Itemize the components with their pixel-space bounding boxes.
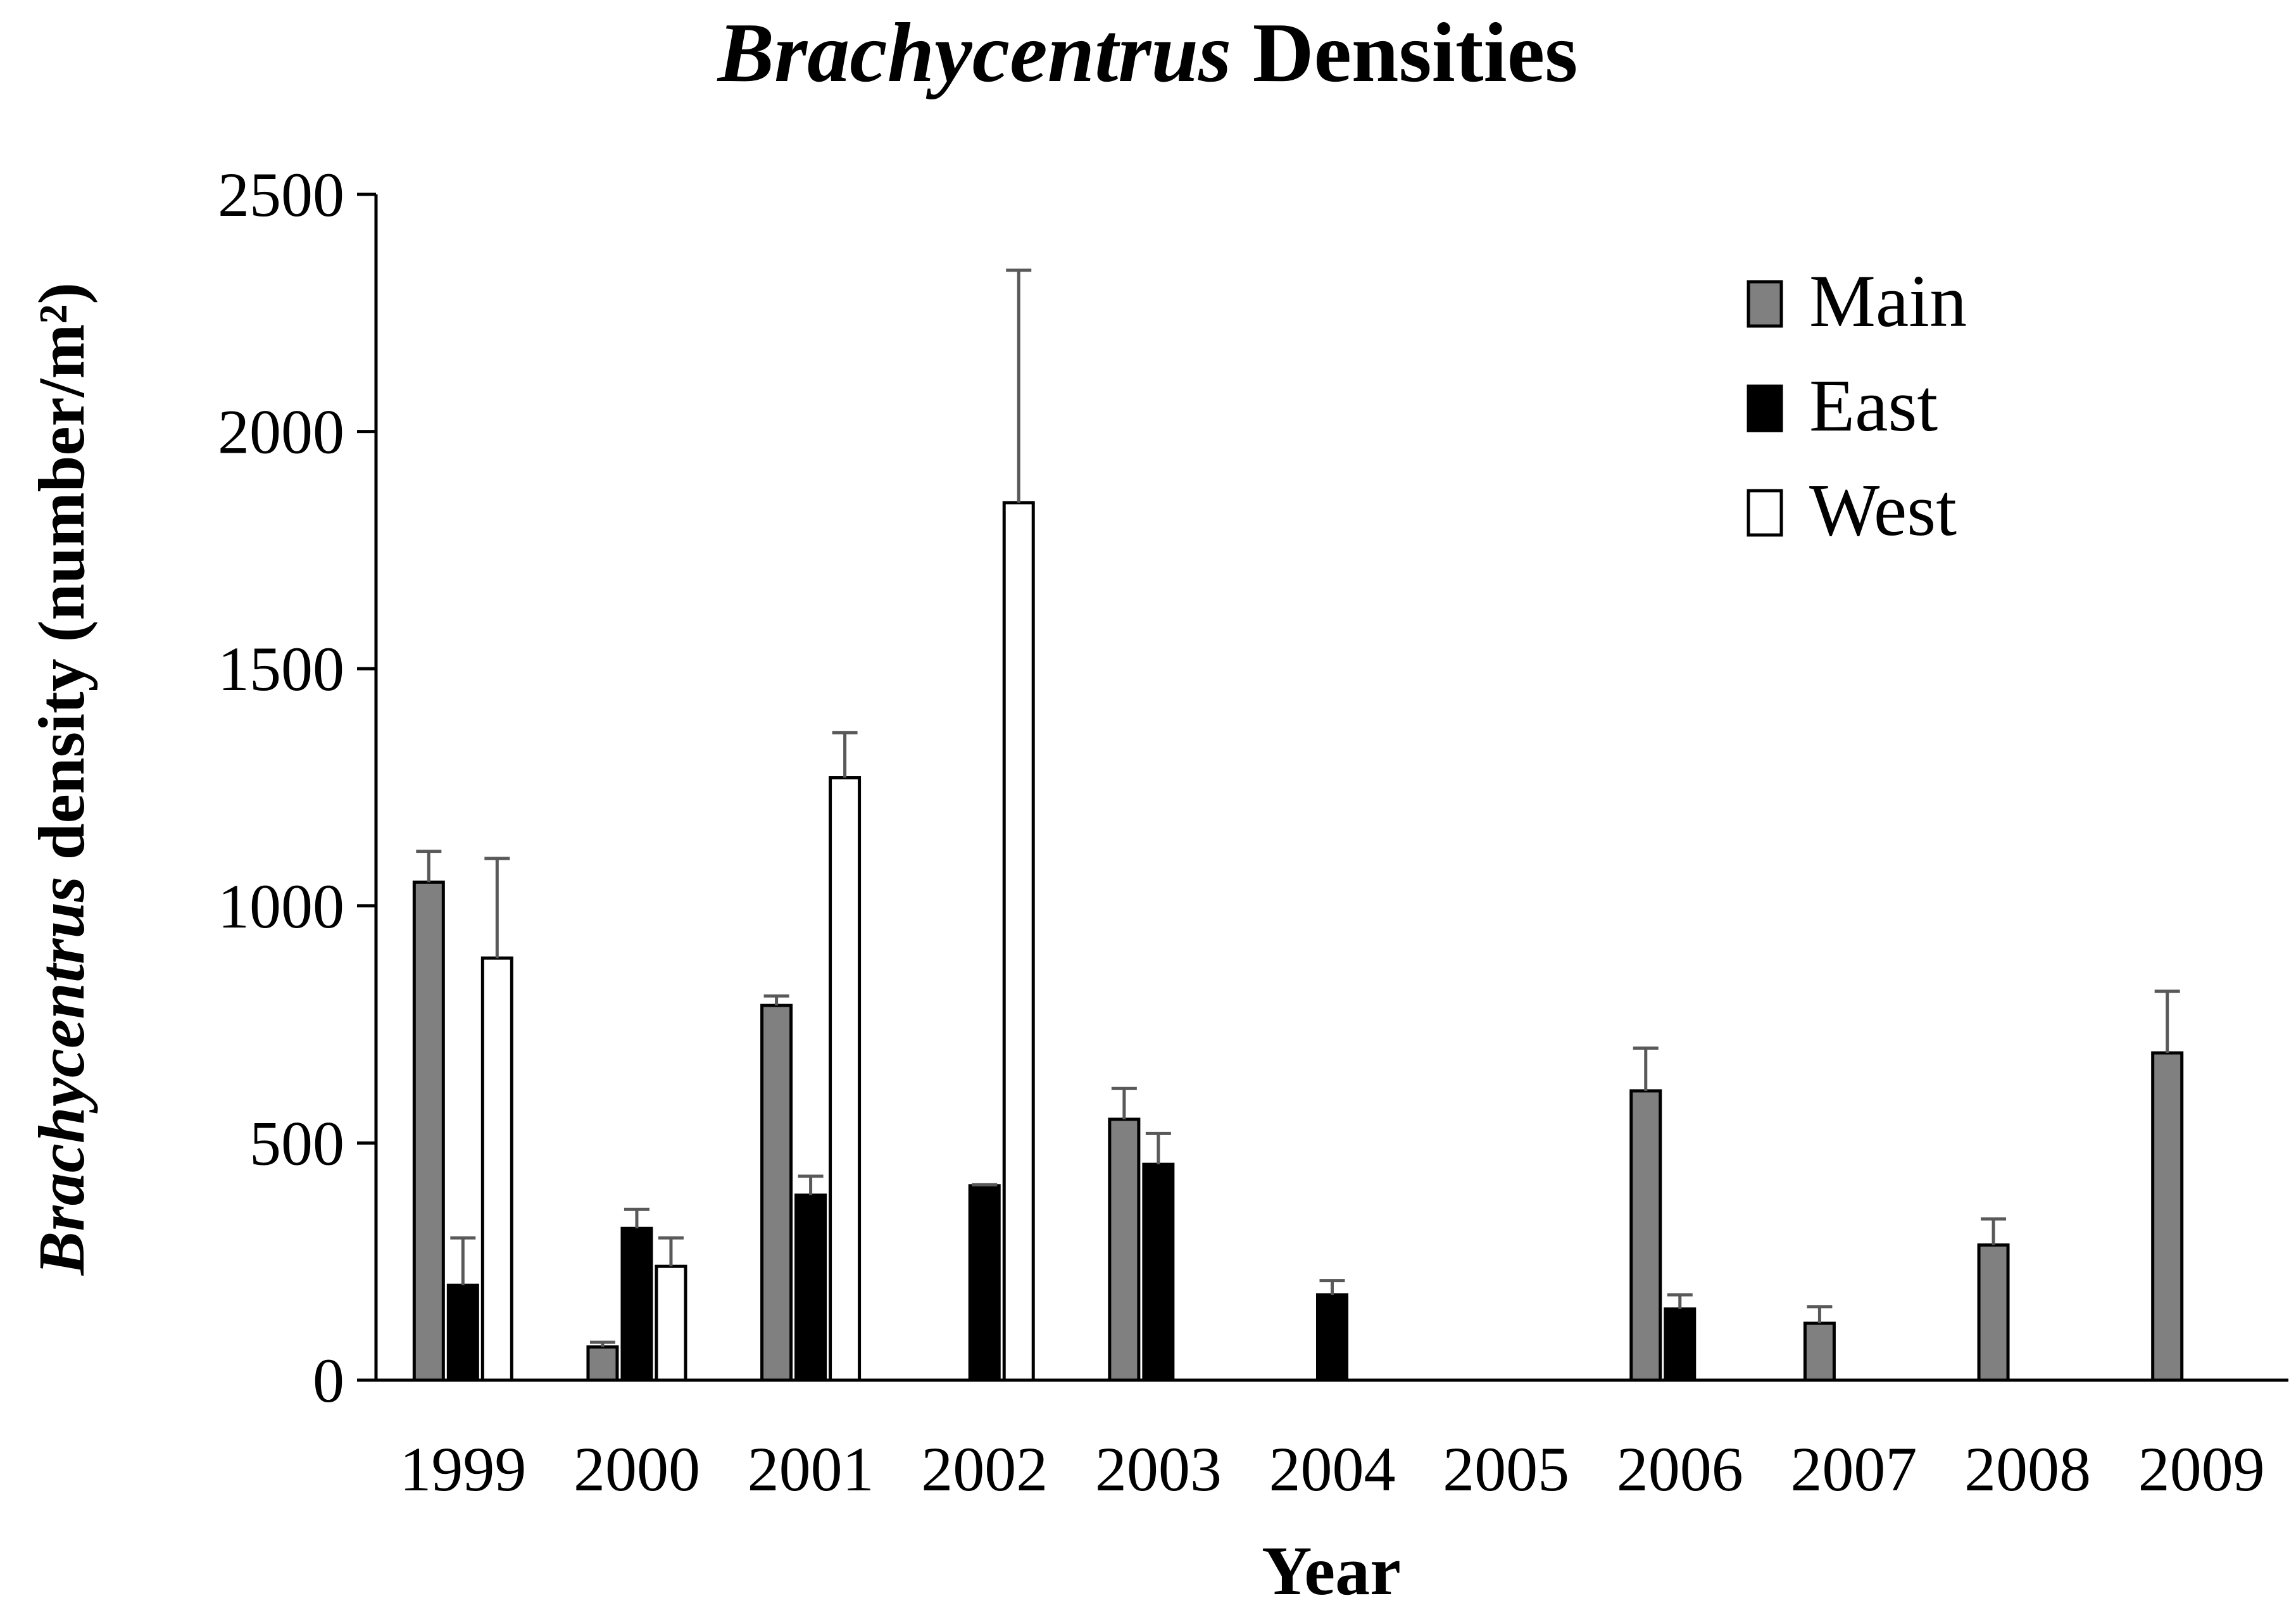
y-tick-label: 2000 bbox=[218, 397, 344, 467]
x-tick-label: 1999 bbox=[399, 1434, 526, 1504]
bar-main bbox=[1977, 1243, 2010, 1382]
bar-main bbox=[412, 880, 445, 1382]
y-axis-label: Brachycentrus density (number/m²) bbox=[25, 282, 98, 1276]
x-tick-label: 2001 bbox=[748, 1434, 874, 1504]
x-tick-label: 2006 bbox=[1617, 1434, 1743, 1504]
legend-swatch-east bbox=[1747, 384, 1783, 432]
legend-label-west: West bbox=[1809, 469, 1957, 551]
y-tick-label: 0 bbox=[313, 1345, 344, 1416]
legend-swatch-main bbox=[1747, 280, 1783, 328]
bar-main bbox=[2151, 1051, 2184, 1382]
bar-west bbox=[655, 1264, 687, 1382]
bar-main bbox=[1108, 1117, 1141, 1382]
legend-label-east: East bbox=[1809, 364, 1938, 447]
x-axis-label: Year bbox=[1262, 1532, 1401, 1609]
x-tick-label: 2002 bbox=[921, 1434, 1048, 1504]
x-tick-label: 2000 bbox=[574, 1434, 700, 1504]
x-tick-label: 2005 bbox=[1443, 1434, 1569, 1504]
chart-title: Brachycentrus Densities bbox=[717, 6, 1578, 99]
y-tick-label: 2500 bbox=[218, 160, 344, 230]
bar-east bbox=[794, 1193, 827, 1382]
bar-main bbox=[1629, 1089, 1662, 1382]
bar-main bbox=[586, 1345, 619, 1382]
y-tick-label: 1500 bbox=[218, 634, 344, 704]
plot-area: 0 500 1000 1500 2000 2500 1999 2000 2001 2002 2003… bbox=[218, 160, 2288, 1504]
bar-east bbox=[446, 1283, 479, 1382]
x-tick-label: 2007 bbox=[1790, 1434, 1917, 1504]
y-tick-label: 500 bbox=[249, 1108, 344, 1178]
x-tick-label: 2008 bbox=[1964, 1434, 2091, 1504]
legend: Main East West bbox=[1747, 260, 1967, 551]
x-tick-label: 2004 bbox=[1269, 1434, 1396, 1504]
legend-label-main: Main bbox=[1809, 260, 1967, 343]
legend-swatch-west bbox=[1747, 489, 1783, 537]
bar-west bbox=[829, 776, 862, 1382]
bar-east bbox=[968, 1184, 1001, 1382]
x-tick-label: 2009 bbox=[2138, 1434, 2265, 1504]
bar-east bbox=[1664, 1307, 1697, 1382]
bar-west bbox=[1002, 501, 1035, 1382]
bar-west bbox=[480, 956, 513, 1382]
bar-east bbox=[1142, 1162, 1175, 1382]
bar-main bbox=[760, 1003, 793, 1382]
bar-main bbox=[1803, 1321, 1836, 1382]
y-tick-label: 1000 bbox=[218, 871, 344, 941]
bar-east bbox=[620, 1226, 653, 1382]
bar-east bbox=[1316, 1293, 1348, 1382]
x-tick-label: 2003 bbox=[1095, 1434, 1222, 1504]
